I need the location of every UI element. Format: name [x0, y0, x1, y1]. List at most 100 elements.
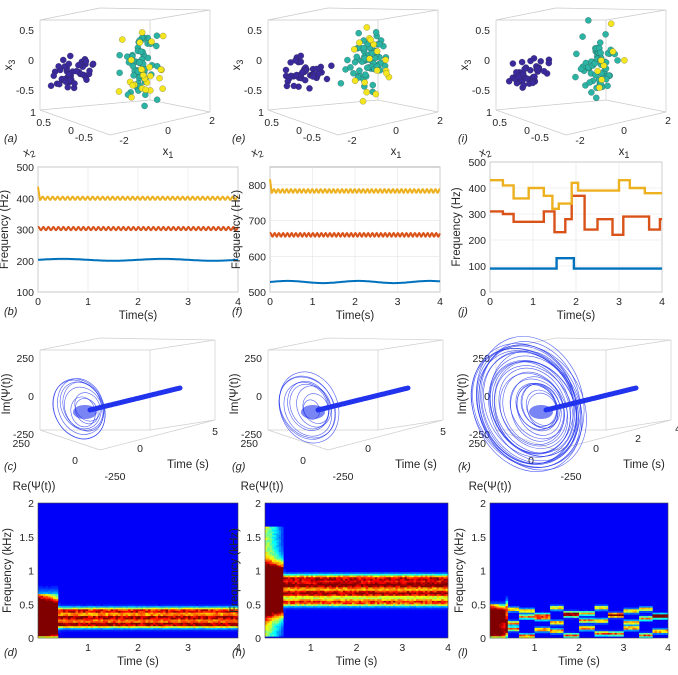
heatmap-cell [397, 590, 401, 593]
heatmap-cell [507, 609, 511, 612]
heatmap-cell [274, 533, 277, 536]
heatmap-cell [63, 607, 66, 610]
heatmap-cell [361, 599, 364, 602]
heatmap-cell [271, 558, 275, 561]
heatmap-cell [158, 616, 161, 619]
x1-tick-label: 0 [393, 125, 399, 137]
heatmap-cell [88, 609, 91, 612]
heatmap-cell [215, 612, 219, 615]
heatmap-cell [205, 622, 209, 625]
heatmap-cell [319, 600, 323, 603]
heatmap-cell [494, 619, 497, 622]
heatmap-cell [399, 575, 403, 578]
heatmap-cell [505, 626, 509, 629]
heatmap-cell [356, 580, 360, 583]
heatmap-cell [377, 600, 380, 603]
heatmap-cell [322, 599, 325, 602]
heatmap-cell [418, 587, 421, 590]
heatmap-cell [195, 617, 199, 620]
heatmap-cell [356, 592, 360, 595]
heatmap-cell [518, 636, 522, 639]
heatmap-cell [163, 616, 166, 619]
heatmap-cell [40, 626, 44, 629]
heatmap-cell [68, 605, 71, 608]
heatmap-cell [80, 612, 84, 615]
heatmap-cell [556, 629, 560, 632]
heatmap-cell [50, 587, 54, 590]
heatmap-cell [278, 624, 282, 627]
trajectory-loop [483, 351, 575, 458]
heatmap-cell [501, 604, 504, 607]
heatmap-cell [397, 592, 401, 595]
heatmap-cell [38, 624, 41, 627]
yellow-cluster-point [363, 89, 370, 96]
heatmap-cell [265, 533, 268, 536]
heatmap-cell [367, 607, 371, 610]
heatmap-cell [133, 612, 136, 615]
heatmap-cell [567, 632, 571, 635]
heatmap-cell [306, 607, 309, 610]
heatmap-cell [411, 605, 414, 608]
heatmap-cell [377, 595, 380, 598]
heatmap-cell [50, 604, 54, 607]
heatmap-cell [413, 594, 417, 597]
heatmap-cell [168, 605, 171, 608]
heatmap-cell [103, 626, 106, 629]
heatmap-cell [278, 612, 282, 615]
heatmap-cell [429, 589, 433, 592]
heatmap-cell [345, 599, 348, 602]
heatmap-cell [276, 629, 280, 632]
heatmap-cell [422, 589, 426, 592]
heatmap-cell [632, 612, 635, 615]
heatmap-cell [399, 582, 403, 585]
heatmap-cell [310, 584, 314, 586]
heatmap-cell [265, 607, 268, 610]
heatmap-cell [150, 621, 154, 624]
heatmap-cell [523, 616, 526, 619]
heatmap-cell [113, 604, 116, 607]
heatmap-cell [630, 619, 633, 622]
heatmap-cell [173, 616, 176, 619]
heatmap-cell [340, 602, 344, 605]
heatmap-cell [425, 578, 428, 581]
heatmap-cell [492, 634, 495, 637]
heatmap-cell [193, 619, 196, 622]
heatmap-cell [168, 614, 171, 617]
heatmap-cell [297, 585, 300, 588]
heatmap-cell [599, 617, 602, 620]
heatmap-cell [354, 607, 357, 610]
heatmap-cell [95, 607, 99, 610]
heatmap-cell [269, 551, 273, 554]
heatmap-cell [292, 573, 296, 576]
heatmap-cell [105, 611, 109, 613]
heatmap-cell [625, 607, 629, 610]
heatmap-cell [110, 629, 114, 632]
heatmap-cell [356, 607, 360, 610]
heatmap-cell [294, 600, 298, 603]
heatmap-cell [505, 621, 509, 624]
heatmap-cell [95, 617, 99, 620]
heatmap-cell [274, 572, 277, 575]
heatmap-cell [38, 612, 41, 615]
heatmap-cell [367, 594, 371, 597]
heatmap-cell [402, 599, 405, 602]
heatmap-cell [436, 594, 440, 597]
heatmap-cell [372, 607, 376, 610]
heatmap-cell [55, 609, 59, 612]
heatmap-cell [195, 609, 199, 612]
heatmap-cell [65, 629, 69, 632]
heatmap-cell [592, 624, 595, 627]
axis-box-edge [565, 111, 667, 136]
heatmap-cell [594, 605, 598, 608]
heatmap-cell [195, 614, 199, 617]
heatmap-cell [125, 607, 129, 610]
heatmap-cell [276, 624, 280, 627]
heatmap-cell [180, 604, 184, 607]
heatmap-cell [281, 580, 284, 583]
heatmap-cell [265, 580, 268, 583]
heatmap-cell [340, 604, 344, 607]
heatmap-cell [38, 589, 41, 592]
heatmap-cell [269, 582, 273, 585]
heatmap-cell [195, 626, 199, 629]
heatmap-cell [370, 580, 373, 583]
